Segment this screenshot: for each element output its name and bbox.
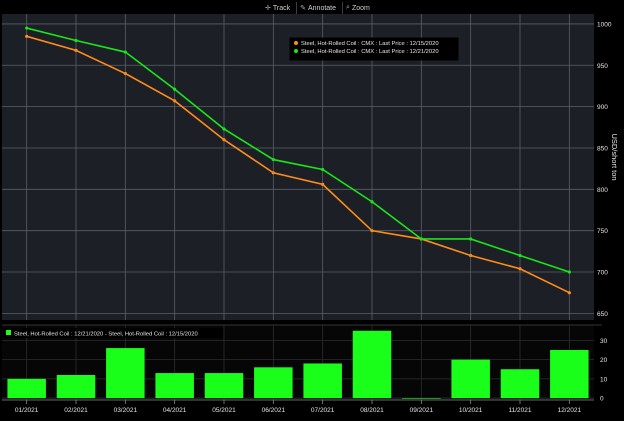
x-tick-label: 03/2021 [114,407,138,414]
crosshair-icon: ✛ [265,5,271,12]
price-y-tick-label: 700 [597,270,608,277]
legend-marker-1 [294,41,298,45]
price-y-tick-label: 950 [597,63,608,70]
legend-label-2: Steel, Hot-Rolled Coil : CMX : Last Pric… [301,49,439,55]
diff-bar [451,359,490,399]
series-1-point [222,138,226,142]
series-1-point [567,291,571,295]
diff-bar [204,373,244,399]
series-2-point [173,87,177,91]
series-2-point [518,253,522,258]
series-1-point [469,253,473,258]
price-y-tick-label: 1000 [597,21,612,28]
track-label: Track [272,4,291,12]
series-2-point [321,167,325,172]
series-2-point [74,38,78,43]
x-tick-label: 01/2021 [15,407,39,414]
series-1-point [74,48,78,52]
diff-legend-marker [6,330,11,335]
zoom-label: Zoom [351,4,370,12]
series-2-point [419,237,423,241]
diff-bar [303,363,342,399]
series-1-point [518,267,522,271]
series-1-point [370,229,374,233]
diff-bar [402,398,441,399]
diff-bar [7,378,46,399]
x-tick-label: 02/2021 [64,407,88,414]
x-axis: 01/2021 02/2021 03/2021 04/2021 05/2021 06/20… [2,399,594,414]
x-tick-label: 11/2021 [508,407,531,414]
x-tick-label: 05/2021 [212,407,236,414]
chart-toolbar: ✛ Track ✎ Annotate ⌕ Zoom [262,2,376,14]
diff-bar [352,330,392,399]
series-2-point [469,237,473,241]
price-y-tick-label: 800 [597,187,608,194]
magnifier-icon: ⌕ [346,4,350,11]
zoom-button[interactable]: ⌕ Zoom [342,2,376,14]
price-legend-box [289,37,459,61]
x-tick-label: 07/2021 [311,407,335,414]
series-1-point [173,99,177,103]
diff-legend-label: Steel, Hot-Rolled Coil : 12/21/2020 - St… [14,332,198,338]
x-tick-label: 06/2021 [262,407,286,414]
series-2-point [222,127,226,131]
series-1-point [25,34,29,38]
series-1-point [271,171,275,175]
price-y-tick-label: 900 [597,104,608,111]
series-2-point [567,270,571,274]
series-2-point [370,200,374,204]
legend-marker-2 [294,49,298,53]
diff-legend-box [3,328,223,338]
price-y-axis-label: USD/short ton [610,133,619,180]
annotate-button[interactable]: ✎ Annotate [296,2,342,14]
series-2-point [123,50,127,54]
series-2-point [25,26,29,30]
x-tick-label: 12/2021 [558,407,582,414]
diff-y-tick-label: 20 [600,357,608,364]
legend-label-1: Steel, Hot-Rolled Coil : CMX : Last Pric… [301,41,439,47]
x-tick-label: 10/2021 [459,407,483,414]
series-line-2 [26,27,570,273]
x-tick-label: 04/2021 [163,407,187,414]
diff-bar [500,369,540,399]
annotate-label: Annotate [308,4,337,12]
diff-y-tick-label: 10 [600,376,608,383]
series-2-point [271,157,275,162]
diff-y-tick-label: 30 [600,338,608,345]
difference-panel: 0 10 20 30 Steel, Hot-Rolled Coil : 12/21/20… [2,324,608,403]
diff-bar [155,373,194,399]
series-1-point [321,182,325,186]
price-y-tick-label: 850 [597,145,608,152]
x-tick-label: 08/2021 [360,407,384,414]
series-line-1 [26,35,570,294]
diff-bar [106,348,145,399]
price-y-tick-label: 650 [597,311,608,318]
series-1-point [123,71,127,76]
pencil-icon: ✎ [300,5,306,12]
track-button[interactable]: ✛ Track [262,2,296,14]
diff-bar [254,367,293,399]
x-tick-label: 09/2021 [410,407,434,414]
price-y-tick-label: 750 [597,228,608,235]
diff-y-tick-label: 0 [600,396,604,403]
diff-bar [56,375,96,399]
price-panel: 650 700 750 800 850 900 950 1000 USD/short ton St… [2,14,619,320]
diff-bar [550,350,589,399]
